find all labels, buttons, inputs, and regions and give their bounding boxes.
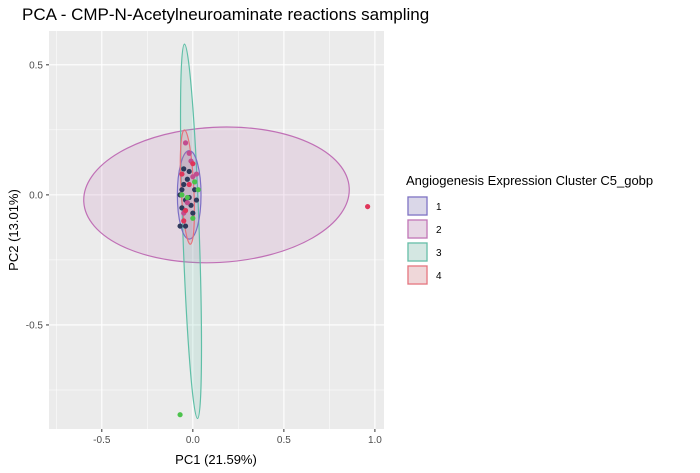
legend-key-bg-2 [407,219,428,239]
legend-key-1 [407,196,428,216]
y-axis-ticks: -0.5 0.0 0.5 [26,60,49,331]
legend-label-3: 3 [436,248,442,259]
plot-panel [49,31,384,429]
point-cluster-3 [184,194,190,201]
legend-title: Angiogenesis Expression Cluster C5_gobp [406,173,653,188]
point-cluster-1 [190,210,196,216]
point-cluster-1 [184,176,190,182]
point-cluster-1 [181,166,187,172]
legend-label-2: 2 [436,225,442,236]
point-cluster-1 [177,223,183,229]
point-cluster-4 [190,161,196,167]
x-tick-label: 0.0 [186,435,200,446]
y-tick-label: -0.5 [26,320,44,331]
point-cluster-3 [192,179,198,185]
point-cluster-3 [190,215,196,221]
x-tick-label: -0.5 [93,435,111,446]
point-cluster-3 [177,412,183,418]
legend-items: 1 2 3 4 [407,196,442,285]
legend-label-4: 4 [436,271,442,282]
y-tick-label: 0.5 [29,60,43,71]
point-cluster-1 [181,181,187,188]
point-cluster-3 [179,192,185,198]
point-cluster-4 [181,218,187,224]
point-cluster-3 [195,187,201,193]
legend-key-bg-1 [407,196,428,216]
point-cluster-4 [179,171,185,177]
x-axis-ticks: -0.5 0.0 0.5 1.0 [93,429,382,446]
legend-key-3 [407,242,428,262]
point-cluster-1 [193,197,200,203]
legend: Angiogenesis Expression Cluster C5_gobp … [406,173,653,285]
x-axis-title: PC1 (21.59%) [175,452,257,467]
data-points [177,140,371,418]
point-cluster-1 [192,187,198,193]
point-cluster-2 [184,200,190,206]
legend-label-1: 1 [436,202,442,213]
point-cluster-2 [190,174,196,180]
legend-key-2 [407,219,428,239]
point-cluster-4 [182,207,189,214]
point-cluster-1 [186,168,192,175]
point-cluster-1 [179,187,185,193]
point-cluster-1 [182,223,189,229]
grid-lines [49,31,384,429]
y-tick-label: 0.0 [29,190,43,201]
point-cluster-1 [188,202,194,208]
y-axis-title: PC2 (13.01%) [6,189,21,271]
point-cluster-2 [182,140,189,146]
point-cluster-4 [365,203,371,210]
point-cluster-2 [193,171,200,177]
point-cluster-1 [179,205,185,211]
chart-title: PCA - CMP-N-Acetylneuroaminate reactions… [22,5,429,24]
ellipse-cluster-2 [83,126,350,264]
x-tick-label: 0.5 [277,435,291,446]
x-tick-label: 1.0 [368,435,382,446]
legend-key-4 [407,265,428,285]
legend-key-bg-4 [407,265,428,285]
legend-key-bg-3 [407,242,428,262]
point-cluster-4 [186,181,192,188]
point-cluster-2 [186,150,192,156]
